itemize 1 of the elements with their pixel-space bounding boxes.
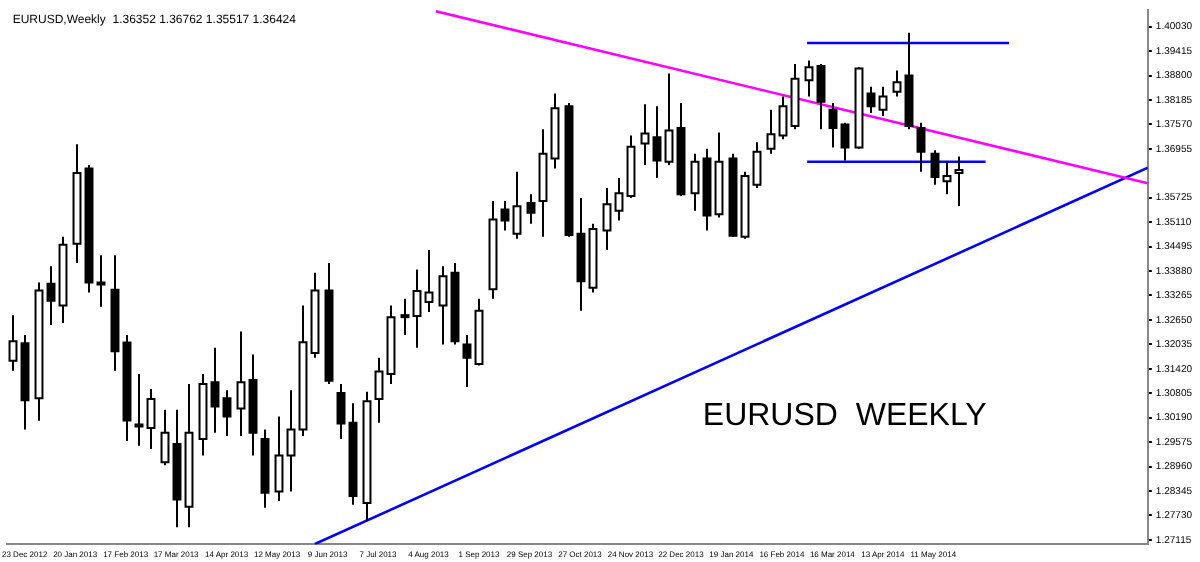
- annotation: EURUSD WEEKLY: [702, 398, 988, 433]
